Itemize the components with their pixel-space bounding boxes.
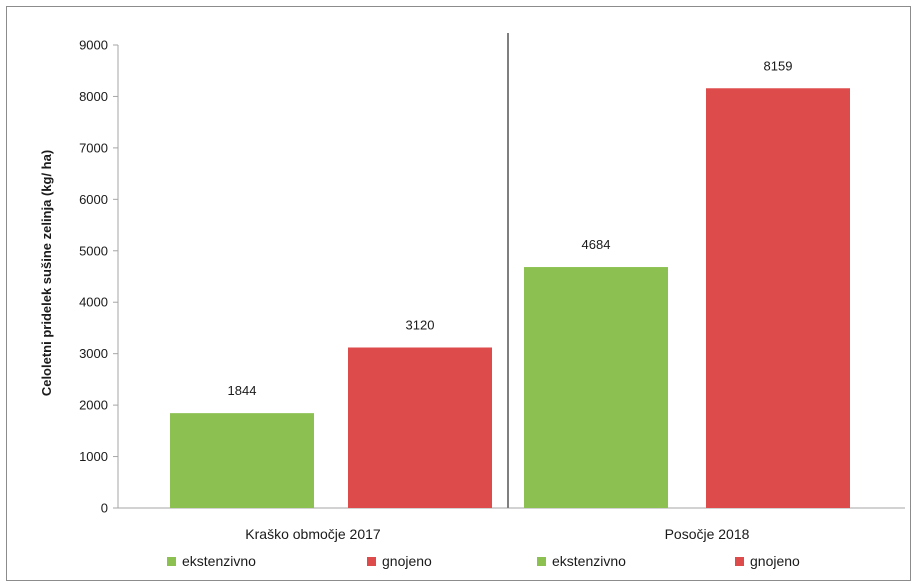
category-label: Kraško območje 2017 [245, 526, 381, 542]
bar-ekstenzivno [524, 267, 668, 508]
y-tick-label: 9000 [79, 38, 108, 53]
category-label: Posočje 2018 [665, 526, 750, 542]
data-labels: 1844 3120 4684 8159 [228, 58, 793, 398]
bar-gnojeno [706, 88, 850, 509]
y-tick-label: 4000 [79, 295, 108, 310]
y-tick-label: 7000 [79, 140, 108, 155]
legend-label: gnojeno [382, 553, 432, 569]
y-tick-label: 0 [101, 501, 108, 516]
data-label: 3120 [406, 317, 435, 332]
legend-label: ekstenzivno [182, 553, 256, 569]
legend-label: gnojeno [750, 553, 800, 569]
legend-swatch-ekstenzivno [537, 557, 546, 566]
y-tick-label: 3000 [79, 346, 108, 361]
data-label: 8159 [764, 58, 793, 73]
bars [170, 88, 850, 509]
data-label: 4684 [582, 237, 611, 252]
bar-gnojeno [348, 347, 492, 508]
chart-frame [6, 6, 911, 581]
y-axis-title: Celoletni pridelek sušine zelinja (kg/ h… [39, 150, 54, 396]
legend-swatch-gnojeno [367, 557, 376, 566]
y-tick-label: 6000 [79, 192, 108, 207]
y-tick-label: 8000 [79, 89, 108, 104]
category-labels: Kraško območje 2017 Posočje 2018 [245, 526, 749, 542]
legend-label: ekstenzivno [552, 553, 626, 569]
y-tick-label: 5000 [79, 243, 108, 258]
legend-swatch-gnojeno [735, 557, 744, 566]
y-tick-label: 1000 [79, 449, 108, 464]
legend-swatch-ekstenzivno [167, 557, 176, 566]
data-label: 1844 [228, 383, 257, 398]
y-tick-label: 2000 [79, 398, 108, 413]
y-axis: 0 1000 2000 3000 4000 5000 6000 7000 8000 9000 [79, 33, 905, 516]
bar-ekstenzivno [170, 413, 314, 508]
legend: ekstenzivno gnojeno ekstenzivno gnojeno [167, 553, 800, 569]
